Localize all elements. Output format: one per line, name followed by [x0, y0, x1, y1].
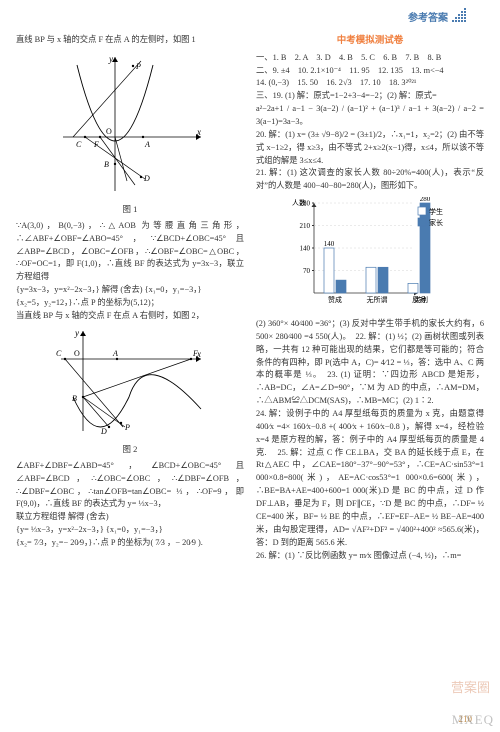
- svg-text:类别: 类别: [414, 295, 428, 304]
- r-l4b: a²−2a+1 / a−1 − 3(a−2) / (a−1)² + (a−1)³…: [256, 103, 484, 129]
- eq2-s1: x₁=0，: [110, 525, 134, 534]
- svg-text:C: C: [76, 140, 82, 149]
- graph-1-caption: 图 1: [16, 203, 244, 216]
- eq1-s1: x₁=0，: [149, 285, 173, 294]
- left-eq2: 联立方程组得 解得 (舍去): [16, 511, 244, 524]
- left-eq1: {y=3x−3，y=x²−2x−3，} 解得 (舍去) {x₁=0，y₁=−3，…: [16, 284, 244, 297]
- svg-text:x: x: [196, 127, 201, 137]
- r-l6: 21. 解：(1) 这次调查的家长人数 80÷20%=400(人)，表示“反对”…: [256, 167, 484, 193]
- svg-text:y: y: [108, 54, 113, 64]
- svg-text:280: 280: [420, 197, 431, 203]
- graph-1: x y O P A F C B D 图 1: [16, 51, 244, 216]
- eq2-a: y= ⅓x−3，: [20, 525, 58, 534]
- r-l5: 20. 解：(1) x= (3± √9−8)/2 = (3±1)/2，∴x₁=1…: [256, 129, 484, 168]
- watermark-2: 营案圈: [451, 677, 490, 696]
- eq2-s3: x₂= 7⁄3，: [20, 538, 52, 547]
- svg-text:70: 70: [303, 267, 311, 275]
- svg-text:D: D: [143, 174, 150, 183]
- exam-title: 中考模拟测试卷: [256, 34, 484, 49]
- right-column: 中考模拟测试卷 一、1. B 2. A 3. D 4. B 5. C 6. B …: [256, 34, 484, 562]
- svg-text:210: 210: [300, 222, 311, 230]
- svg-text:A: A: [144, 140, 150, 149]
- svg-text:赞成: 赞成: [328, 295, 342, 304]
- left-para-3: ∠ABF+∠DBF=∠ABD=45°，∠BCD+∠OBC=45°且∠ABF=∠B…: [16, 460, 244, 511]
- svg-text:D: D: [100, 427, 107, 436]
- eq2-b: y=x²−2x−3，: [58, 525, 99, 534]
- svg-text:B: B: [104, 160, 109, 169]
- eq1-b: y=x²−2x−3，: [54, 285, 95, 294]
- left-eq1-c: {x₂=5，y₂=12，}∴点 P 的坐标为(5,12)；: [16, 297, 244, 310]
- r-l8: 24. 解：设例子中的 A4 厚型纸每页的质量为 x 克，由题意得 400⁄x …: [256, 408, 484, 549]
- eq1-s2: y₁=−3，: [173, 285, 198, 294]
- bar-chart-svg: 人数70140210280赞成无所谓反对140280类别学生家长: [286, 197, 454, 309]
- r-l1: 一、1. B 2. A 3. D 4. B 5. C 6. B 7. B 8. …: [256, 52, 484, 65]
- svg-text:B: B: [72, 394, 77, 403]
- bar-chart: 人数70140210280赞成无所谓反对140280类别学生家长: [256, 197, 484, 314]
- eq2-s2: y₁=−3，: [134, 525, 159, 534]
- svg-text:O: O: [106, 127, 112, 136]
- graph-2-caption: 图 2: [16, 443, 244, 456]
- left-column: 直线 BP 与 x 轴的交点 F 在点 A 的左侧时，如图 1 x y O P A F C B…: [16, 34, 244, 562]
- svg-text:无所谓: 无所谓: [367, 295, 388, 304]
- left-eq2-c: {x₂= 7⁄3，y₂=− 20⁄9，}∴点 P 的坐标为( 7⁄3 ，− 20…: [16, 537, 244, 550]
- svg-text:C: C: [56, 349, 62, 358]
- svg-text:F: F: [93, 140, 99, 149]
- page-body: 直线 BP 与 x 轴的交点 F 在点 A 的左侧时，如图 1 x y O P A F C B…: [16, 34, 484, 562]
- svg-text:学生: 学生: [429, 207, 443, 216]
- graph-2: xyOACFBDP 图 2: [16, 327, 244, 456]
- eq2-t: ∴点 P 的坐标为( 7⁄3 ，− 20⁄9 ).: [92, 538, 203, 547]
- graph-2-svg: xyOACFBDP: [55, 327, 205, 437]
- svg-text:y: y: [74, 328, 79, 338]
- svg-text:P: P: [124, 423, 130, 432]
- svg-text:F: F: [192, 349, 198, 358]
- svg-text:家长: 家长: [429, 218, 443, 227]
- r-l9: 26. 解：(1) ∵反比例函数 y= m⁄x 图像过点 (−4, ½)，∴m=: [256, 550, 484, 563]
- svg-text:280: 280: [300, 200, 311, 208]
- eq2-s4: y₂=− 20⁄9，: [52, 538, 88, 547]
- graph-1-svg: x y O P A F C B D: [55, 51, 205, 197]
- eq1-t: ∴点 P 的坐标为(5,12)；: [72, 298, 159, 307]
- svg-text:P: P: [135, 62, 141, 71]
- left-para-2: ∵A(3,0)，B(0,−3)，∴△AOB 为等腰直角三角形，∴∠ABF+∠OB…: [16, 220, 244, 284]
- eq1-end: 解得 (舍去): [100, 285, 143, 294]
- left-eq2-b: {y= ⅓x−3，y=x²−2x−3，} {x₁=0，y₁=−3，}: [16, 524, 244, 537]
- header-title: 参考答案: [408, 9, 448, 24]
- header-decoration-icon: [452, 8, 480, 24]
- watermark-1: MXEQ: [452, 712, 494, 728]
- eq1-s3: x₂=5，: [20, 298, 44, 307]
- svg-text:140: 140: [300, 245, 311, 253]
- eq1-a: y=3x−3，: [20, 285, 54, 294]
- svg-text:O: O: [74, 349, 80, 358]
- eq1-s4: y₂=12，: [44, 298, 68, 307]
- r-l4a: 三、19. (1) 解：原式=1−2+3−4=−2；(2) 解：原式=: [256, 90, 484, 103]
- left-line-1: 直线 BP 与 x 轴的交点 F 在点 A 的左侧时，如图 1: [16, 34, 244, 47]
- page-header: 参考答案: [408, 8, 480, 24]
- left-line-3: 当直线 BP 与 x 轴的交点 F 在点 A 右侧时，如图 2，: [16, 310, 244, 323]
- svg-text:140: 140: [324, 240, 335, 248]
- r-l2: 二、9. ±4 10. 2.1×10⁻⁴ 11. 95 12. 135 13. …: [256, 65, 484, 78]
- r-l7: (2) 360°× 40⁄400 =36°；(3) 反对中学生带手机的家长大约有…: [256, 318, 484, 408]
- svg-text:A: A: [112, 349, 118, 358]
- r-l3: 14. (0,−3) 15. 50 16. 2√3 17. 10 18. 3²⁰…: [256, 77, 484, 90]
